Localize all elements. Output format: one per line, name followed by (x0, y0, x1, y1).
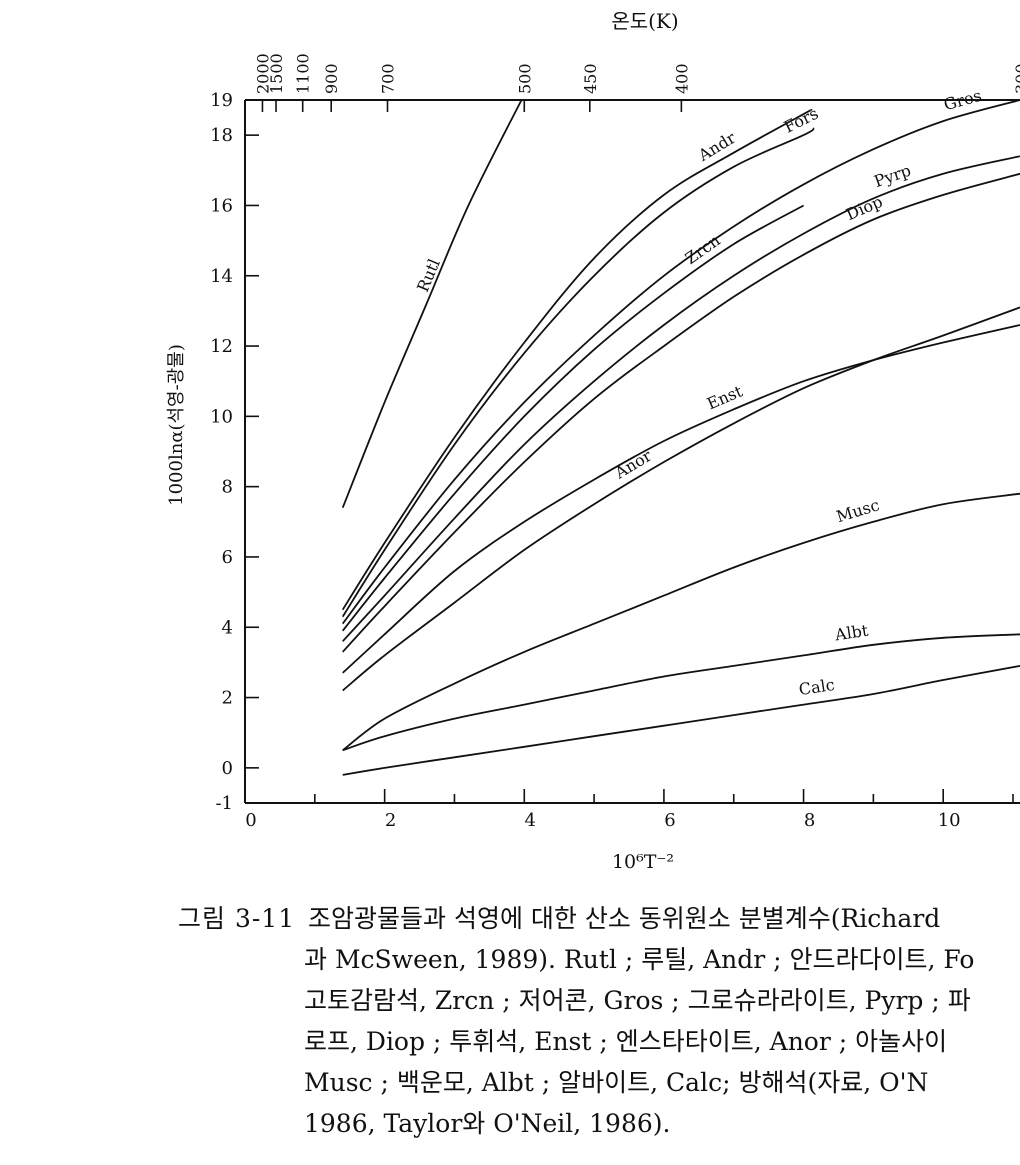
series-label-andr: Andr (694, 128, 739, 165)
series-label-fors: Fors (781, 104, 821, 137)
series-line-anor (342, 306, 1020, 692)
series-label-anor: Anor (611, 446, 655, 483)
caption-line: 1986, Taylor와 O'Neil, 1986). (304, 1109, 671, 1138)
x-tick-label: 10 (938, 810, 961, 831)
x-tick-label: 4 (525, 810, 536, 831)
series-line-fors (341, 127, 815, 618)
caption-label: 그림 3-11 (178, 904, 296, 933)
chart-series-labels: RutlAndrForsZrcnGrosPyrpDiopEnstAnorMusc… (413, 86, 984, 699)
series-line-andr (341, 108, 813, 611)
x-tick-label: 0 (245, 810, 256, 831)
y-tick-label: 14 (210, 266, 233, 287)
y-tick-label: 12 (210, 336, 233, 357)
top-tick-label: 500 (515, 63, 534, 94)
figure-caption: 그림 3-11 조암광물들과 석영에 대한 산소 동위원소 분별계수(Richar… (178, 898, 1020, 1144)
y-tick-label: 10 (210, 406, 233, 427)
series-line-gros (341, 99, 1020, 625)
series-label-enst: Enst (704, 381, 746, 413)
series-line-rutl (341, 99, 523, 509)
series-label-zrcn: Zrcn (682, 231, 724, 268)
x-tick-label: 6 (664, 810, 675, 831)
series-line-zrcn (341, 204, 805, 632)
caption-line: 고토감람석, Zrcn ; 저어콘, Gros ; 그로슈라라이트, Pyrp … (304, 986, 971, 1015)
series-label-pyrp: Pyrp (872, 161, 914, 191)
caption-line: 로프, Diop ; 투휘석, Enst ; 엔스타타이트, Anor ; 아놀… (304, 1027, 948, 1056)
series-label-diop: Diop (843, 192, 885, 224)
caption-line: 과 McSween, 1989). Rutl ; 루틸, Andr ; 안드라다… (304, 945, 975, 974)
series-line-albt (342, 633, 1020, 752)
y-tick-label: 8 (222, 477, 233, 498)
series-line-pyrp (342, 155, 1020, 642)
top-tick-label: 900 (322, 63, 341, 94)
top-tick-label: 2000 (253, 53, 272, 94)
series-line-calc (342, 665, 1020, 776)
x-tick-label: 2 (385, 810, 396, 831)
y-tick-label: 2 (222, 688, 233, 709)
chart-axes (244, 99, 1020, 804)
y-tick-label: 16 (210, 195, 233, 216)
top-tick-label: 700 (378, 63, 397, 94)
top-tick-label: 300 (1012, 63, 1020, 94)
top-tick-label: 400 (672, 63, 691, 94)
caption-line: 조암광물들과 석영에 대한 산소 동위원소 분별계수(Richard (308, 904, 941, 933)
series-line-musc (342, 492, 1020, 752)
y-tick-label: -1 (215, 793, 233, 814)
series-label-gros: Gros (942, 86, 984, 114)
caption-line: Musc ; 백운모, Albt ; 알바이트, Calc; 방해석(자료, O… (304, 1068, 929, 1097)
y-tick-label: 19 (210, 90, 233, 111)
y-tick-label: 0 (222, 758, 233, 779)
series-label-albt: Albt (833, 621, 870, 645)
series-line-diop (342, 172, 1020, 653)
top-tick-label: 450 (581, 63, 600, 94)
top-tick-label: 1100 (294, 53, 313, 94)
series-line-enst (342, 324, 1020, 674)
x-axis-label: 10⁶T⁻² (612, 851, 674, 873)
top-axis-title: 온도(K) (611, 9, 678, 33)
series-label-calc: Calc (798, 675, 836, 699)
y-tick-label: 4 (222, 617, 233, 638)
y-tick-label: 6 (222, 547, 233, 568)
x-tick-label: 8 (804, 810, 815, 831)
top-tick-label: 1500 (267, 53, 286, 94)
chart-series (341, 99, 1020, 776)
y-tick-label: 18 (210, 125, 233, 146)
y-axis-label: 1000lnα(석영-광물) (166, 344, 187, 506)
